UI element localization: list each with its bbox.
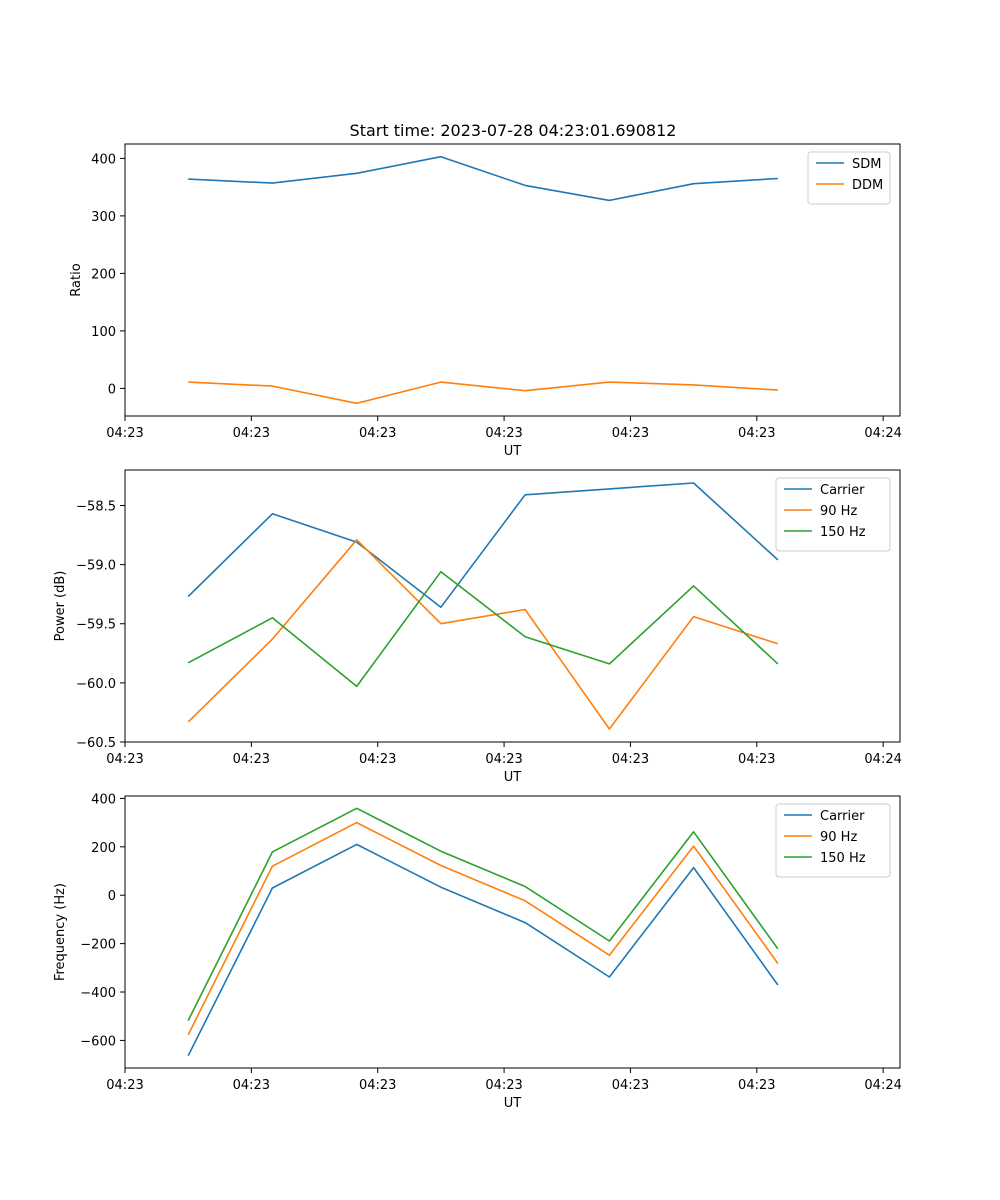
power-series-90-hz-line [187,538,779,730]
frequency-legend-label: Carrier [820,809,865,824]
frequency-axes-frame [124,795,901,1069]
power-x-tick-label: 04:23 [106,752,143,767]
frequency-y-tick-label: −600 [80,1034,116,1049]
power-x-axis-label: UT [504,770,522,785]
frequency-x-tick-label: 04:23 [359,1078,396,1093]
power-y-tick-label: −60.5 [76,736,116,751]
ratio-x-tick-label: 04:23 [359,426,396,441]
power-legend-label: Carrier [820,483,865,498]
power-series-carrier-line [187,482,779,609]
power-y-tick-label: −60.0 [76,677,116,692]
frequency-legend: Carrier 90 Hz 150 Hz [775,803,891,878]
frequency-y-axis-label: Frequency (Hz) [53,883,68,981]
frequency-y-tick-label: −200 [80,938,116,953]
frequency-x-tick-label: 04:23 [738,1078,775,1093]
ratio-legend-box [807,151,891,205]
ratio-x-tick-label: 04:23 [233,426,270,441]
frequency-legend-label: 90 Hz [820,830,857,845]
power-y-axis-label: Power (dB) [53,571,68,642]
frequency-y-tick-label: 400 [91,792,116,807]
frequency-y-tick-label: −400 [80,986,116,1001]
frequency-y-tick-label: 0 [108,889,116,904]
ratio-y-tick-label: 100 [91,325,116,340]
power-legend-label: 150 Hz [820,525,866,540]
frequency-chart: 04:23 04:23 04:23 04:23 04:23 04:23 04:24 −600 −… [53,792,902,1111]
power-x-tick-label: 04:23 [612,752,649,767]
power-x-tick-label: 04:23 [233,752,270,767]
frequency-y-tick-label: 200 [91,841,116,856]
frequency-x-tick-label: 04:24 [864,1078,901,1093]
frequency-series-carrier-line [187,843,779,1057]
ratio-series-ddm-line [188,381,778,405]
ratio-x-tick-label: 04:23 [485,426,522,441]
ratio-y-tick-label: 300 [91,210,116,225]
figure-title: Start time: 2023-07-28 04:23:01.690812 [350,121,677,140]
ratio-y-axis-label: Ratio [69,263,84,296]
power-x-tick-label: 04:24 [864,752,901,767]
frequency-x-tick-label: 04:23 [106,1078,143,1093]
power-y-tick-label: −58.5 [76,499,116,514]
frequency-x-tick-label: 04:23 [485,1078,522,1093]
frequency-x-tick-label: 04:23 [233,1078,270,1093]
power-axes-frame [124,469,901,743]
frequency-x-tick-label: 04:23 [612,1078,649,1093]
power-x-tick-label: 04:23 [738,752,775,767]
frequency-legend-box [775,803,891,878]
ratio-x-tick-label: 04:23 [738,426,775,441]
ratio-chart: 04:23 04:23 04:23 04:23 04:23 04:23 04:24 0 100 2… [69,143,902,459]
ratio-y-tick-label: 0 [108,382,116,397]
ratio-x-tick-label: 04:24 [864,426,901,441]
power-legend-box [775,477,891,552]
power-series-150-hz-line [187,570,779,688]
ratio-series-sdm-line [188,155,778,202]
power-chart: 04:23 04:23 04:23 04:23 04:23 04:23 04:24 −60.5… [53,469,902,785]
ratio-y-tick-label: 400 [91,152,116,167]
frequency-x-axis-label: UT [504,1096,522,1111]
ratio-legend-label: SDM [852,157,881,172]
power-x-tick-label: 04:23 [359,752,396,767]
frequency-series-90-hz-line [187,821,779,1036]
ratio-legend: SDM DDM [807,151,891,205]
power-legend-label: 90 Hz [820,504,857,519]
ratio-x-axis-label: UT [504,444,522,459]
ratio-axes-frame [124,143,901,417]
ratio-y-tick-label: 200 [91,267,116,282]
power-x-tick-label: 04:23 [485,752,522,767]
ratio-x-tick-label: 04:23 [612,426,649,441]
frequency-series-150-hz-line [187,807,779,1021]
power-legend: Carrier 90 Hz 150 Hz [775,477,891,552]
ratio-legend-label: DDM [852,178,883,193]
frequency-legend-label: 150 Hz [820,851,866,866]
power-y-tick-label: −59.0 [76,559,116,574]
ratio-x-tick-label: 04:23 [106,426,143,441]
power-y-tick-label: −59.5 [76,618,116,633]
